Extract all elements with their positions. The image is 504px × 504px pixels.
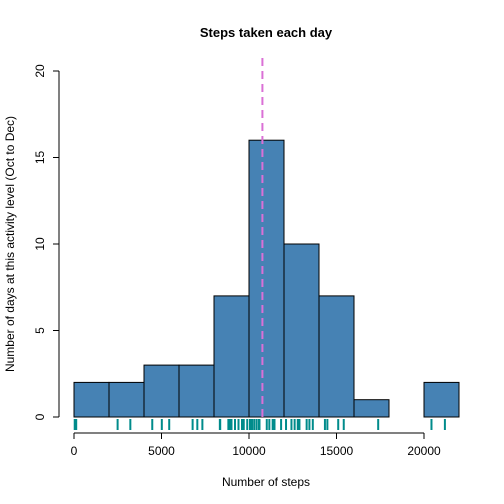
x-axis: 0 5000 10000 15000 20000 (71, 432, 441, 458)
histogram-bar (213, 295, 250, 418)
histogram-bar (318, 295, 355, 418)
y-tick-label: 10 (33, 237, 47, 251)
histogram-bar (283, 243, 320, 418)
y-tick-label: 0 (33, 413, 47, 420)
histogram-bar (353, 399, 390, 418)
histogram-bar (143, 364, 180, 418)
histogram-bar (178, 364, 215, 418)
histogram-bar (248, 139, 285, 418)
x-tick-label: 15000 (320, 444, 354, 458)
x-tick-label: 20000 (407, 444, 441, 458)
y-tick-label: 15 (33, 151, 47, 165)
x-axis-label: Number of steps (222, 475, 310, 489)
y-axis-label: Number of days at this activity level (O… (3, 116, 17, 372)
histogram-bar (108, 381, 145, 418)
x-tick-label: 10000 (232, 444, 266, 458)
rug-marks (73, 419, 446, 430)
chart-title: Steps taken each day (200, 25, 333, 40)
x-tick-label: 5000 (148, 444, 175, 458)
y-tick-label: 5 (33, 327, 47, 334)
y-tick-label: 20 (33, 64, 47, 78)
histogram-bar (73, 381, 110, 418)
histogram-bars (73, 139, 460, 418)
y-axis: 0 5 10 15 20 (33, 64, 60, 420)
histogram-bar (423, 381, 460, 418)
x-tick-label: 0 (71, 444, 78, 458)
